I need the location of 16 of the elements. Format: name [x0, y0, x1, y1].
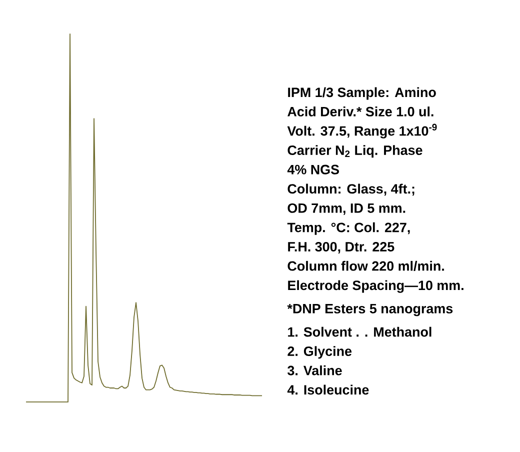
text: 4. Isoleucine [287, 384, 369, 395]
text: Column flow 220 ml/min. [288, 260, 444, 271]
text: Volt. 37.5, Range 1x10$^{-9}$ [287, 124, 437, 138]
text: Carrier N$_{2}$ Liq. Phase [288, 145, 422, 158]
text: 4% NGS [287, 164, 339, 174]
text: 1. Solvent . . Methanol [288, 326, 432, 337]
text: Electrode Spacing—10 mm. [288, 280, 464, 293]
text: OD 7mm, ID 5 mm. [288, 203, 406, 215]
text: Acid Deriv.* Size 1.0 ul. [288, 106, 434, 116]
text: Column: Glass, 4ft.; [288, 184, 414, 196]
text: 2. Glycine [288, 346, 352, 359]
text: 3. Valine [288, 365, 342, 376]
text: *DNP Esters 5 nanograms [287, 304, 453, 316]
text: IPM 1/3 Sample: Amino [288, 87, 436, 100]
text: Temp. °C: Col. 227, [287, 222, 410, 235]
text: F.H. 300, Dtr. 225 [288, 242, 394, 254]
